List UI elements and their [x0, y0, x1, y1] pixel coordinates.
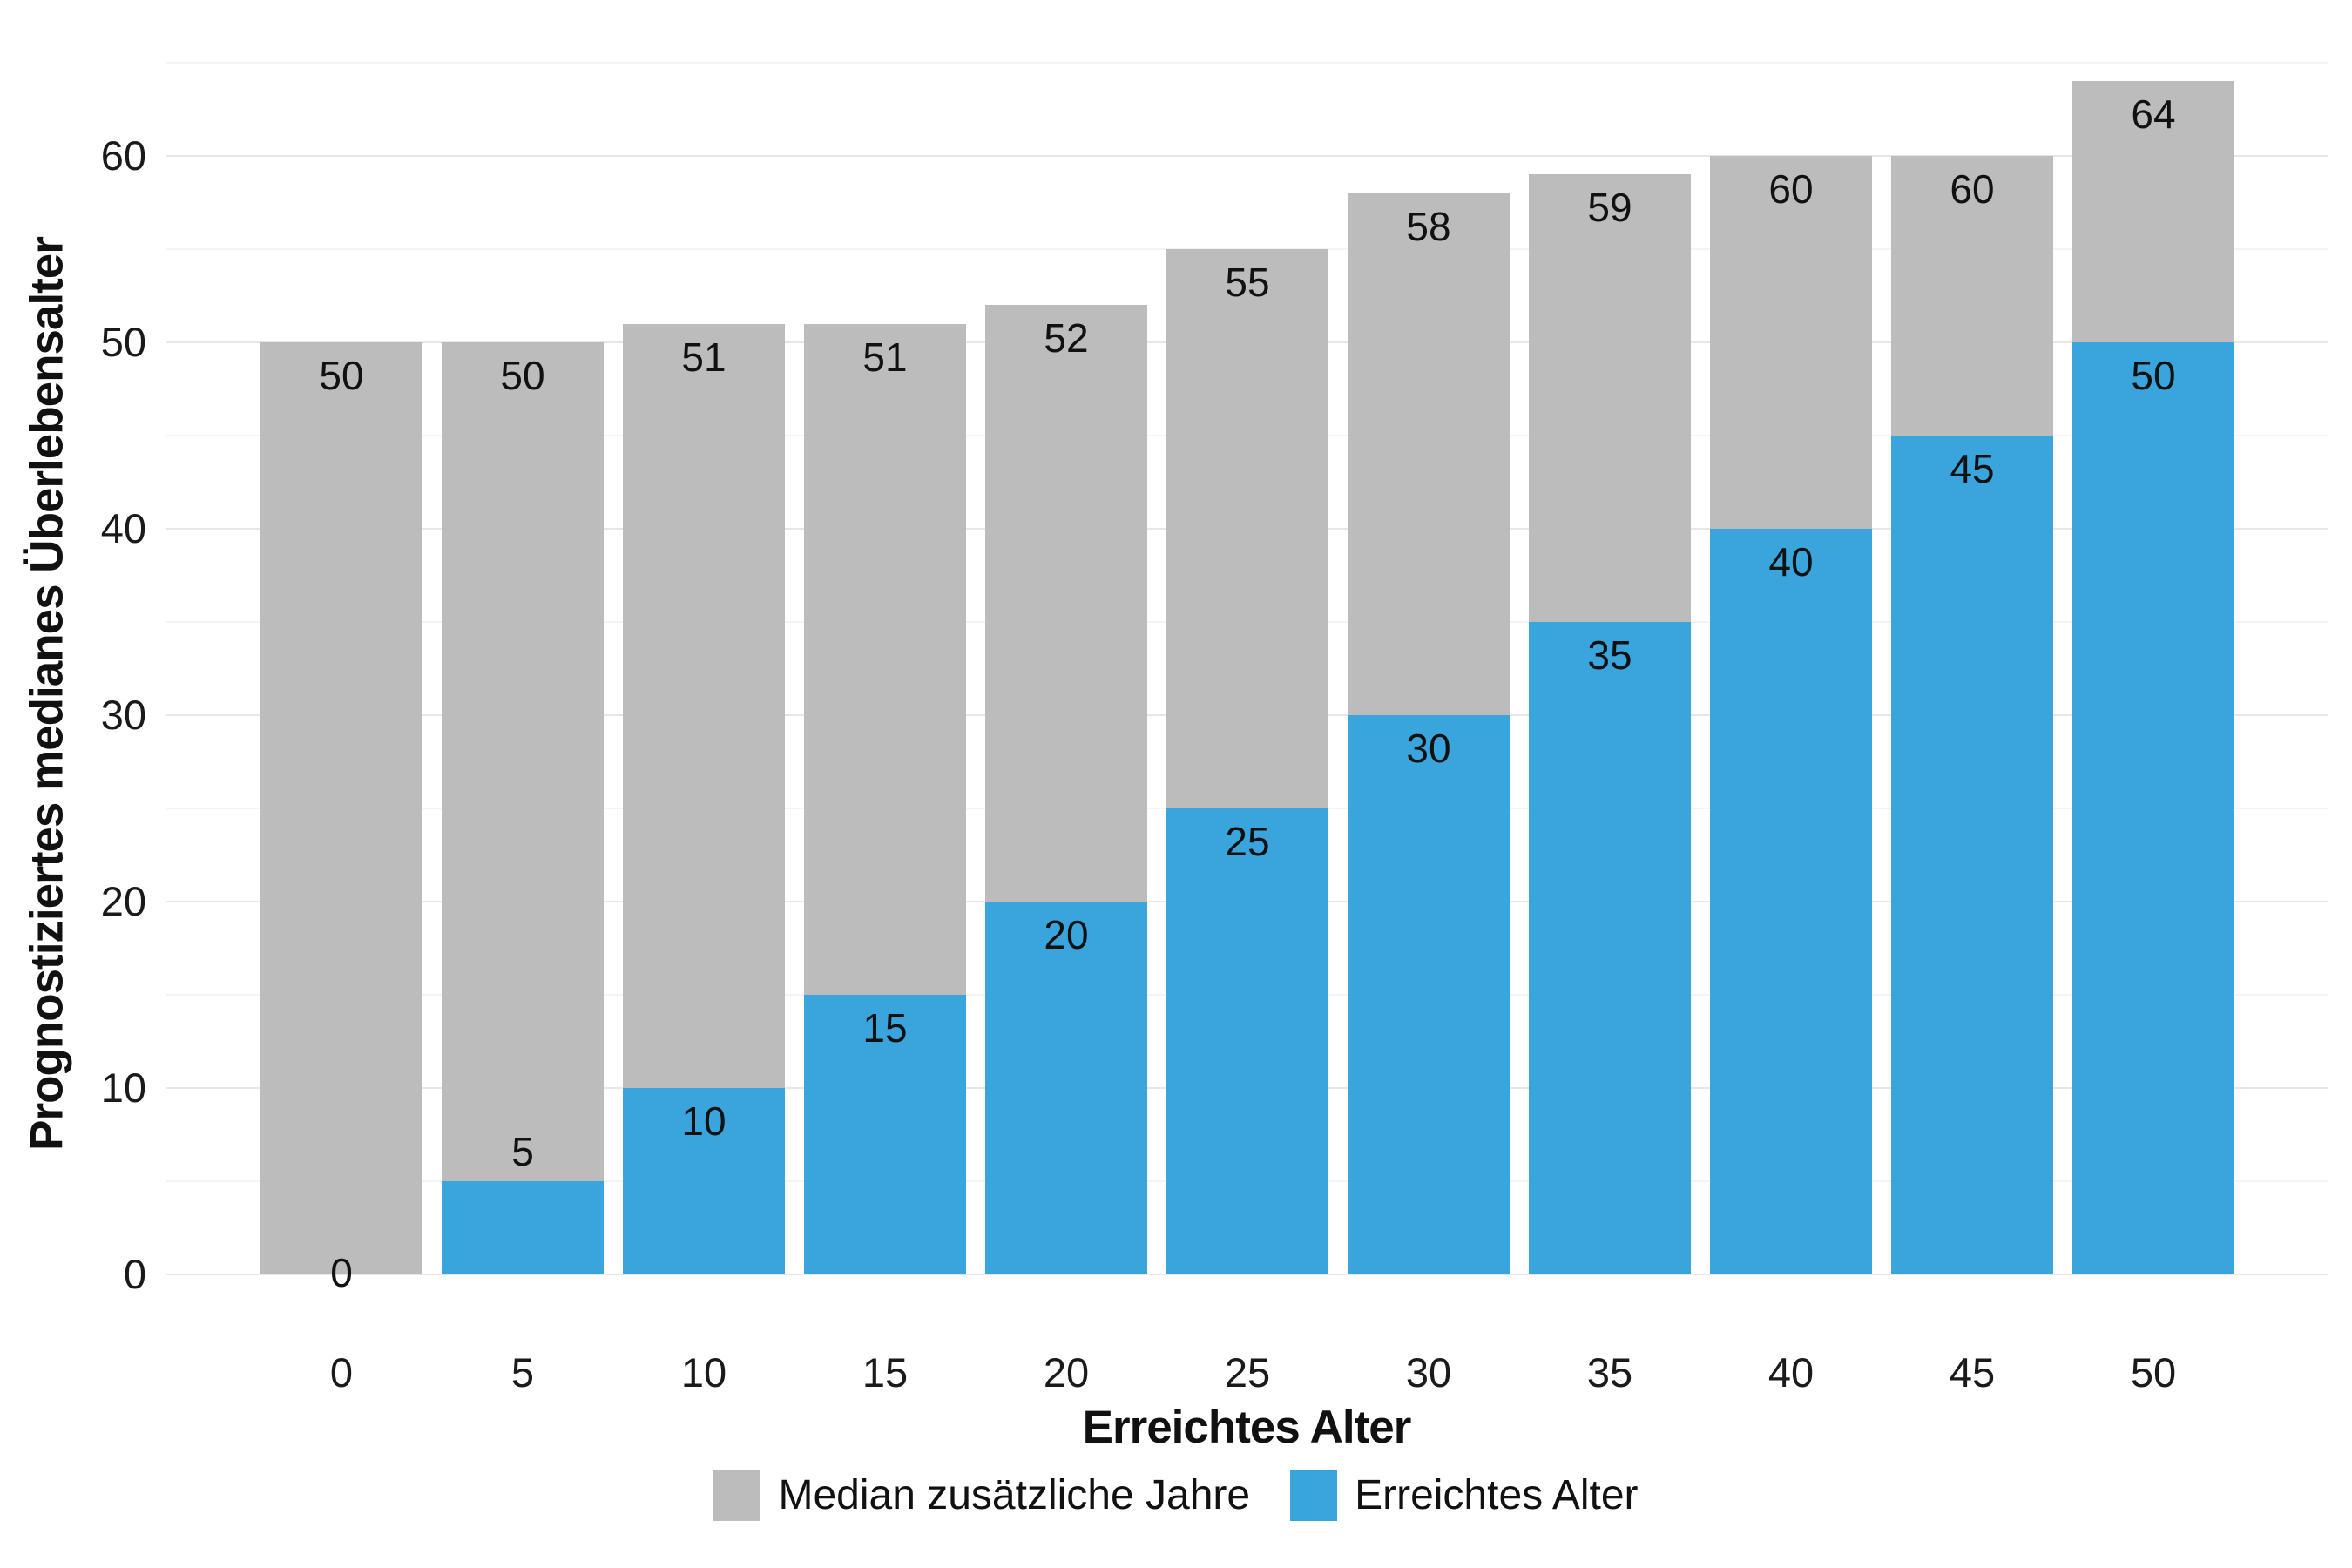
- y-axis-tick-label: 30: [100, 692, 146, 738]
- bar-total-label: 51: [862, 334, 908, 380]
- y-axis-title: Prognostiziertes medianes Überlebensalte…: [21, 237, 73, 1151]
- bar-total-label: 51: [681, 334, 727, 380]
- x-axis-tick-label: 30: [1405, 1349, 1452, 1396]
- y-axis-tick-label: 20: [100, 878, 146, 924]
- bar-segment-gray: [2072, 81, 2234, 342]
- bar-segment-gray: [260, 342, 422, 1274]
- y-axis-tick-label: 50: [100, 319, 146, 365]
- bar-segment-blue: [442, 1181, 604, 1274]
- bar-segment-blue: [804, 995, 966, 1274]
- gridline-0: [166, 1274, 2328, 1275]
- x-axis-tick-label: 5: [510, 1349, 535, 1396]
- x-axis-tick-label: 15: [862, 1349, 909, 1396]
- bar-segment-gray: [623, 323, 785, 1088]
- bar-value-label: 5: [511, 1129, 534, 1174]
- y-axis-tick-label: 10: [100, 1064, 146, 1111]
- bar-segment-gray: [1166, 249, 1328, 808]
- bar-segment-gray: [1529, 174, 1691, 622]
- bar-segment-blue: [1710, 529, 1872, 1274]
- legend-entry-median-zusaetzliche-jahre: Median zusätzliche Jahre: [713, 1470, 1250, 1521]
- bar-value-label: 50: [2131, 353, 2176, 398]
- bar-total-label: 52: [1044, 315, 1089, 362]
- bar-value-label: 40: [1768, 539, 1814, 585]
- bar-value-label: 35: [1587, 632, 1632, 678]
- bar-segment-blue: [623, 1088, 785, 1274]
- bar-value-label: 20: [1044, 912, 1089, 957]
- bar-segment-gray: [985, 305, 1147, 902]
- bar-segment-gray: [1891, 156, 2053, 436]
- bar-segment-gray: [804, 323, 966, 995]
- bar-segment-gray: [442, 342, 604, 1181]
- legend-label: Median zusätzliche Jahre: [778, 1472, 1251, 1518]
- y-axis-tick-label: 0: [123, 1251, 146, 1297]
- gridline-60: [166, 155, 2328, 157]
- x-axis-tick-label: 20: [1043, 1349, 1090, 1396]
- y-axis-tick-label: 60: [100, 132, 146, 179]
- bar-segment-blue: [985, 902, 1147, 1274]
- bar-total-label: 59: [1587, 185, 1632, 231]
- bar-segment-blue: [1891, 436, 2053, 1274]
- x-axis-tick-label: 0: [329, 1349, 354, 1396]
- legend-swatch-gray-icon: [713, 1470, 761, 1521]
- bar-segment-blue: [1166, 808, 1328, 1274]
- bar-value-label: 10: [681, 1098, 727, 1144]
- bar-segment-blue: [1348, 715, 1510, 1274]
- gridline-65: [166, 62, 2328, 64]
- bar-total-label: 60: [1768, 166, 1814, 212]
- bar-segment-blue: [1529, 622, 1691, 1274]
- bar-segment-blue: [2072, 342, 2234, 1274]
- bar-total-label: 64: [2131, 91, 2176, 138]
- legend: Median zusätzliche Jahre Erreichtes Alte…: [0, 1470, 2352, 1521]
- bar-total-label: 50: [319, 353, 364, 398]
- bar-total-label: 55: [1225, 260, 1270, 305]
- bar-value-label: 45: [1950, 446, 1995, 491]
- x-axis-tick-label: 10: [680, 1349, 727, 1396]
- bar-value-label: 0: [330, 1250, 353, 1295]
- x-axis-tick-label: 25: [1224, 1349, 1271, 1396]
- x-axis-title: Erreichtes Alter: [1082, 1402, 1412, 1453]
- bar-total-label: 50: [500, 353, 545, 398]
- bar-segment-gray: [1710, 156, 1872, 529]
- legend-entry-erreichtes-alter: Erreichtes Alter: [1290, 1470, 1639, 1521]
- y-axis-tick-label: 40: [100, 505, 146, 551]
- bar-value-label: 15: [862, 1005, 908, 1051]
- legend-label: Erreichtes Alter: [1355, 1472, 1639, 1518]
- bar-segment-gray: [1348, 193, 1510, 715]
- legend-swatch-blue-icon: [1290, 1470, 1338, 1521]
- bar-value-label: 30: [1406, 726, 1451, 771]
- x-axis-tick-label: 50: [2130, 1349, 2177, 1396]
- x-axis-tick-label: 40: [1767, 1349, 1815, 1396]
- x-axis-tick-label: 45: [1949, 1349, 1996, 1396]
- x-axis-tick-label: 35: [1586, 1349, 1633, 1396]
- bar-value-label: 25: [1225, 819, 1270, 864]
- bar-total-label: 58: [1406, 203, 1451, 249]
- bar-total-label: 60: [1950, 166, 1995, 212]
